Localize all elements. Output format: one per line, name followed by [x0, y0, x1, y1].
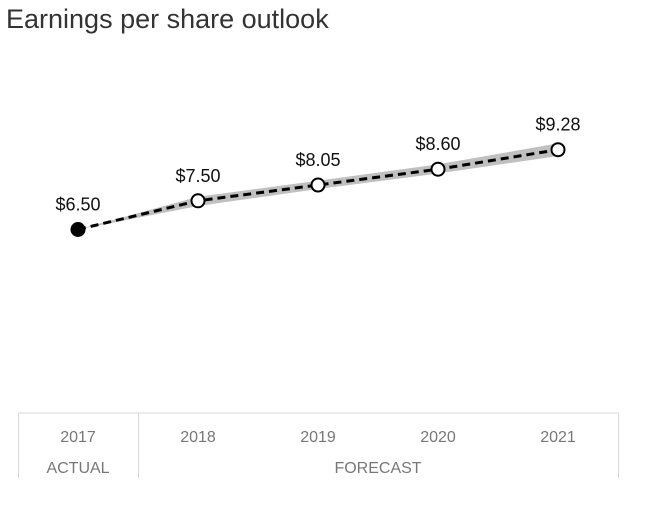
forecast-data-point [430, 161, 446, 177]
data-label: $8.05 [295, 150, 340, 170]
data-label: $7.50 [175, 166, 220, 186]
x-tick-label: 2017 [60, 429, 96, 446]
x-tick-label: 2019 [300, 429, 336, 446]
series-line [77, 148, 559, 231]
data-label: $9.28 [535, 115, 580, 135]
actual-data-point [70, 222, 86, 237]
x-axis-table: 2017 2018 2019 2020 2021 ACTUAL FORECAST [18, 412, 619, 478]
x-tick-label: 2020 [420, 429, 456, 446]
data-point-group [70, 142, 566, 237]
period-label: ACTUAL [46, 460, 109, 477]
data-label: $8.60 [415, 134, 460, 154]
chart-title: Earnings per share outlook [6, 4, 329, 34]
series-line-group [77, 148, 559, 231]
forecast-data-point [550, 142, 566, 158]
data-label: $6.50 [55, 195, 100, 215]
forecast-data-point [190, 193, 206, 209]
forecast-data-point [310, 177, 326, 193]
x-tick-label: 2021 [540, 429, 576, 446]
period-label: FORECAST [334, 460, 421, 477]
data-label-group: $6.50 $7.50 $8.05 $8.60 $9.28 [55, 115, 580, 215]
x-tick-label: 2018 [180, 429, 216, 446]
